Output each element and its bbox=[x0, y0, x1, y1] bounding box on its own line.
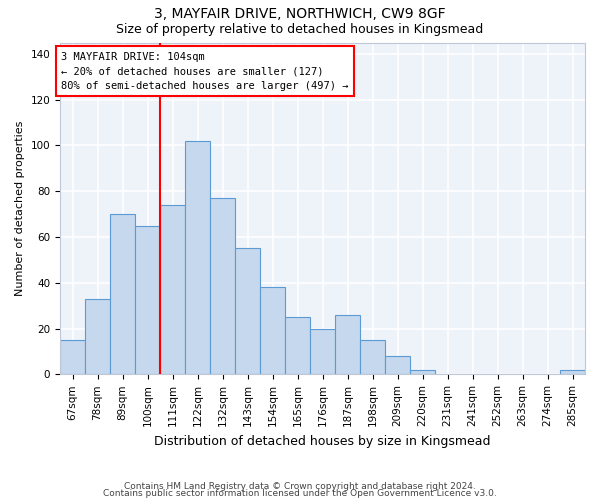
Bar bbox=[235, 248, 260, 374]
Bar bbox=[360, 340, 385, 374]
Bar bbox=[335, 315, 360, 374]
Bar bbox=[135, 226, 160, 374]
Bar bbox=[285, 317, 310, 374]
Bar bbox=[410, 370, 435, 374]
Text: 3 MAYFAIR DRIVE: 104sqm
← 20% of detached houses are smaller (127)
80% of semi-d: 3 MAYFAIR DRIVE: 104sqm ← 20% of detache… bbox=[61, 52, 349, 92]
Text: Contains HM Land Registry data © Crown copyright and database right 2024.: Contains HM Land Registry data © Crown c… bbox=[124, 482, 476, 491]
Text: Size of property relative to detached houses in Kingsmead: Size of property relative to detached ho… bbox=[116, 22, 484, 36]
Bar bbox=[260, 288, 285, 374]
Bar bbox=[560, 370, 585, 374]
Bar bbox=[85, 299, 110, 374]
Text: Contains public sector information licensed under the Open Government Licence v3: Contains public sector information licen… bbox=[103, 490, 497, 498]
Y-axis label: Number of detached properties: Number of detached properties bbox=[15, 120, 25, 296]
Bar bbox=[60, 340, 85, 374]
Bar bbox=[110, 214, 135, 374]
Bar bbox=[185, 141, 210, 374]
X-axis label: Distribution of detached houses by size in Kingsmead: Distribution of detached houses by size … bbox=[154, 434, 491, 448]
Bar bbox=[210, 198, 235, 374]
Bar bbox=[310, 328, 335, 374]
Bar bbox=[385, 356, 410, 374]
Bar bbox=[160, 205, 185, 374]
Text: 3, MAYFAIR DRIVE, NORTHWICH, CW9 8GF: 3, MAYFAIR DRIVE, NORTHWICH, CW9 8GF bbox=[154, 8, 446, 22]
